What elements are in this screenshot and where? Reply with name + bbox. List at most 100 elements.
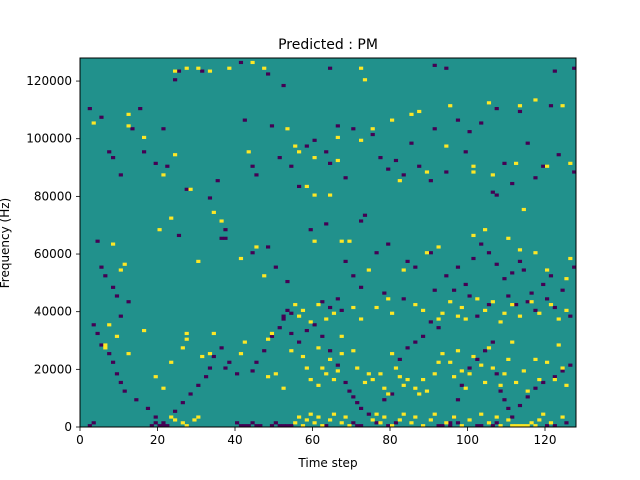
heatmap-cell-low [277,326,282,330]
heatmap-cell-high [300,354,306,359]
heatmap-cell-high [207,69,213,73]
heatmap-cell-low [99,115,104,119]
heatmap-cell-low [335,363,340,367]
heatmap-cell-low [479,121,484,125]
x-tick-label: 40 [227,433,242,447]
heatmap-cell-high [393,366,399,370]
heatmap-cell-high [424,389,430,393]
heatmap-cell-high [494,415,499,419]
heatmap-cell-low [568,314,573,318]
heatmap-cell-low [533,176,538,180]
heatmap-cell-high [366,268,371,272]
heatmap-cell-low [343,176,348,180]
heatmap-cell-low [432,127,437,131]
heatmap-cell-high [196,415,201,419]
heatmap-cell-high [436,360,441,364]
heatmap-cell-low [560,369,565,373]
heatmap-cell-high [91,121,96,125]
heatmap-cell-high [483,308,488,312]
heatmap-cell-low [180,401,185,405]
heatmap-cell-low [328,161,333,165]
heatmap-cell-low [254,173,259,177]
heatmap-cell-high [533,98,538,102]
heatmap-cell-low [153,421,158,425]
heatmap-cell-low [359,406,364,410]
heatmap-cell-low [114,372,120,376]
heatmap-cell-low [204,375,209,379]
heatmap-cell-high [304,366,309,370]
heatmap-cell-high [506,357,511,361]
heatmap-cell-low [258,424,263,428]
heatmap-cell-high [537,311,542,315]
heatmap-cell-low [111,285,116,289]
heatmap-cell-high [173,418,178,422]
heatmap-cell-high [440,311,445,315]
heatmap-cell-high [452,375,457,379]
heatmap-cell-low [413,265,418,269]
heatmap-cell-low [417,164,422,168]
heatmap-cell-high [378,421,383,425]
heatmap-cell-low [223,366,228,370]
heatmap-cell-low [250,369,255,373]
heatmap-cell-high [242,340,247,344]
heatmap-cell-high [180,421,185,425]
heatmap-cell-low [215,179,220,183]
heatmap-cell-low [494,262,499,266]
heatmap-cell-low [494,107,499,111]
heatmap-cell-low [436,326,441,330]
heatmap-cell-high [510,424,515,428]
x-axis: 0 20 40 60 80 100 120 [76,427,556,447]
heatmap-cell-high [324,372,329,376]
heatmap-cell-low [289,311,294,315]
heatmap-cell-high [103,343,108,347]
heatmap-cell-low [393,421,399,425]
heatmap-cell-high [545,360,550,364]
heatmap-cell-low [355,401,360,405]
heatmap-cell-high [359,138,364,142]
heatmap-cell-high [114,334,120,338]
heatmap-cell-low [351,127,356,131]
heatmap-cell-low [455,421,461,425]
heatmap-cell-high [161,386,166,390]
heatmap-cell-low [320,334,325,338]
heatmap-cell-high [486,421,492,425]
heatmap-cell-low [161,424,166,428]
heatmap-cell-low [463,150,468,154]
heatmap-cell-low [382,291,387,295]
heatmap-cell-low [130,127,135,131]
heatmap-cell-low [176,69,182,73]
heatmap-cell-low [444,170,449,174]
heatmap-cell-low [211,354,216,359]
heatmap-cell-high [386,392,391,396]
heatmap-cell-high [545,164,550,168]
heatmap-cell-low [386,424,391,428]
heatmap-cell-high [126,352,131,356]
heatmap-cell-low [467,130,472,134]
heatmap-cell-low [486,303,492,307]
heatmap-cell-high [424,170,430,174]
heatmap-cell-low [219,236,224,240]
heatmap-cell-high [246,150,251,154]
heatmap-cell-low [494,421,499,425]
heatmap-cell-low [269,424,275,428]
heatmap-cell-high [316,303,321,307]
heatmap-cell-high [362,78,368,82]
heatmap-cell-low [448,421,453,425]
heatmap-cell-low [440,424,445,428]
heatmap-cell-high [293,144,298,148]
chart-title: Predicted : PM [278,37,378,53]
heatmap-cell-high [498,424,503,428]
heatmap-cell-low [479,242,484,246]
heatmap-cell-low [339,308,344,312]
heatmap-cell-low [165,424,170,428]
heatmap-cell-high [200,354,205,359]
heatmap-cell-low [502,398,507,402]
heatmap-cell-low [281,83,286,88]
heatmap-cell-low [432,288,437,292]
heatmap-cell-low [552,305,557,310]
heatmap-cell-low [285,279,290,284]
heatmap-cell-high [382,386,387,390]
heatmap-cell-high [467,372,472,376]
heatmap-cell-high [452,415,457,419]
heatmap-cell-high [390,352,395,356]
